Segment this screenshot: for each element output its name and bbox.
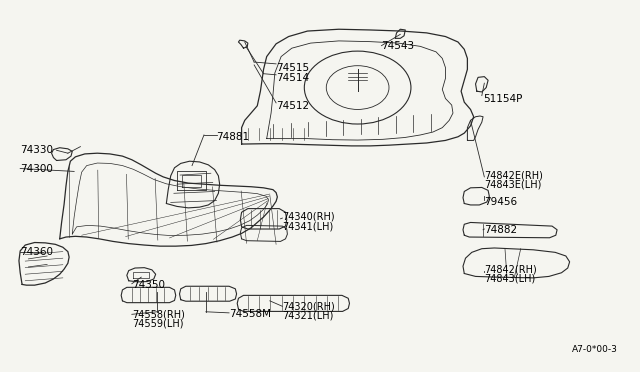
Text: 74514: 74514 [276, 73, 309, 83]
Text: 74350: 74350 [132, 280, 165, 290]
Text: 74512: 74512 [276, 101, 309, 111]
Text: 74842E(RH): 74842E(RH) [484, 170, 543, 180]
Text: 74341(LH): 74341(LH) [282, 221, 333, 231]
Text: 51154P: 51154P [483, 93, 522, 103]
Text: 74559(LH): 74559(LH) [132, 318, 183, 328]
Text: 74842(RH): 74842(RH) [484, 265, 537, 275]
Text: 74558(RH): 74558(RH) [132, 310, 185, 319]
Text: 74321(LH): 74321(LH) [282, 310, 333, 320]
Text: 74843(LH): 74843(LH) [484, 274, 536, 284]
Text: 74882: 74882 [484, 225, 518, 235]
Text: 74340(RH): 74340(RH) [282, 212, 335, 222]
Text: 74543: 74543 [381, 41, 415, 51]
Text: 74881: 74881 [216, 132, 250, 142]
Text: 74843E(LH): 74843E(LH) [484, 179, 541, 189]
Text: 74360: 74360 [20, 247, 53, 257]
Text: 74300: 74300 [20, 164, 53, 173]
Text: 79456: 79456 [484, 198, 518, 208]
Text: 74320(RH): 74320(RH) [282, 301, 335, 311]
Text: 74330: 74330 [20, 145, 53, 155]
Text: A7-0*00-3: A7-0*00-3 [572, 346, 618, 355]
Text: 74558M: 74558M [229, 310, 271, 319]
Text: 74515: 74515 [276, 62, 309, 73]
